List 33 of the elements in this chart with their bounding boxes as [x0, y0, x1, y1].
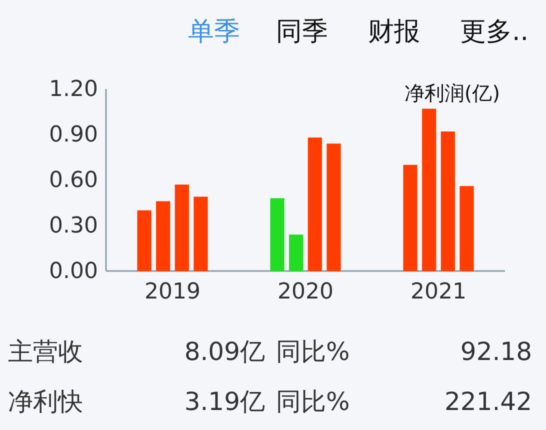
text: 同比% [276, 387, 350, 416]
y-tick-label: 1.20 [49, 77, 98, 102]
bar [440, 131, 455, 271]
x-tick-label: 2021 [410, 280, 466, 305]
y-tick-label: 0.90 [49, 122, 98, 148]
bar [289, 234, 304, 271]
text: 净利快 [8, 387, 83, 416]
bar [326, 144, 341, 271]
text: 221.42 [444, 387, 532, 416]
text: 同季 [276, 17, 328, 47]
bar [403, 164, 418, 271]
text: 同比% [276, 337, 350, 366]
text: 更多.. [460, 17, 529, 47]
bar [422, 108, 436, 271]
y-tick-label: 0.30 [49, 214, 98, 239]
text: 92.18 [460, 337, 532, 366]
x-tick-label: 2020 [278, 280, 334, 305]
text: 单季 [188, 17, 240, 47]
bar [137, 210, 152, 271]
text: 主营收 [8, 337, 83, 366]
bar [460, 186, 474, 271]
y-tick-label: 0.00 [49, 259, 98, 284]
text: 8.09亿 [184, 337, 265, 366]
text: 财报 [368, 17, 420, 47]
bar [270, 198, 284, 271]
bar [156, 201, 170, 271]
text: 3.19亿 [184, 387, 265, 416]
bar [174, 184, 189, 271]
x-tick-label: 2019 [144, 280, 200, 305]
bar [308, 138, 322, 271]
y-axis-title: 净利润(亿) [404, 81, 500, 105]
y-tick-label: 0.60 [49, 168, 98, 194]
bar [194, 196, 208, 271]
